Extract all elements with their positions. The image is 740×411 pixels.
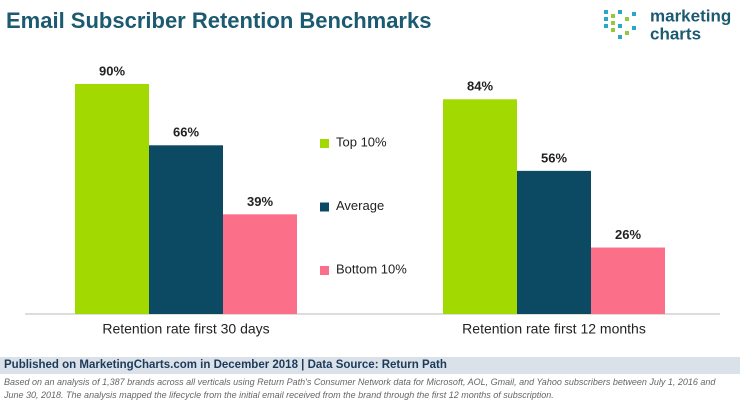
value-label: 26%: [615, 227, 641, 242]
x-tick-label: Retention rate first 30 days: [102, 321, 269, 337]
value-label: 84%: [467, 79, 493, 94]
value-label: 66%: [173, 125, 199, 140]
legend-swatch: [320, 266, 329, 275]
source: Published on MarketingCharts.com in Dece…: [0, 357, 740, 374]
bar: [223, 214, 297, 314]
bar: [149, 145, 223, 314]
bar: [443, 99, 517, 315]
legend-label: Bottom 10%: [336, 261, 407, 276]
bar: [517, 170, 591, 314]
note: Based on an analysis of 1,387 brands acr…: [4, 377, 716, 400]
chart-title: Email Subscriber Retention Benchmarks: [6, 8, 431, 33]
legend-swatch: [320, 202, 329, 212]
logo-icon: [604, 10, 636, 39]
legend-label: Top 10%: [336, 134, 387, 149]
bar: [591, 247, 665, 314]
value-label: 90%: [99, 63, 125, 78]
bar: [75, 83, 149, 315]
value-label: 39%: [247, 194, 273, 209]
chart: Email Subscriber Retention Benchmarks ma…: [6, 6, 731, 337]
x-tick-label: Retention rate first 12 months: [462, 321, 646, 337]
logo-text: marketing: [650, 6, 731, 25]
value-label: 56%: [541, 150, 567, 165]
legend-label: Average: [336, 198, 384, 213]
logo-text: charts: [650, 24, 701, 43]
legend-swatch: [320, 139, 329, 148]
